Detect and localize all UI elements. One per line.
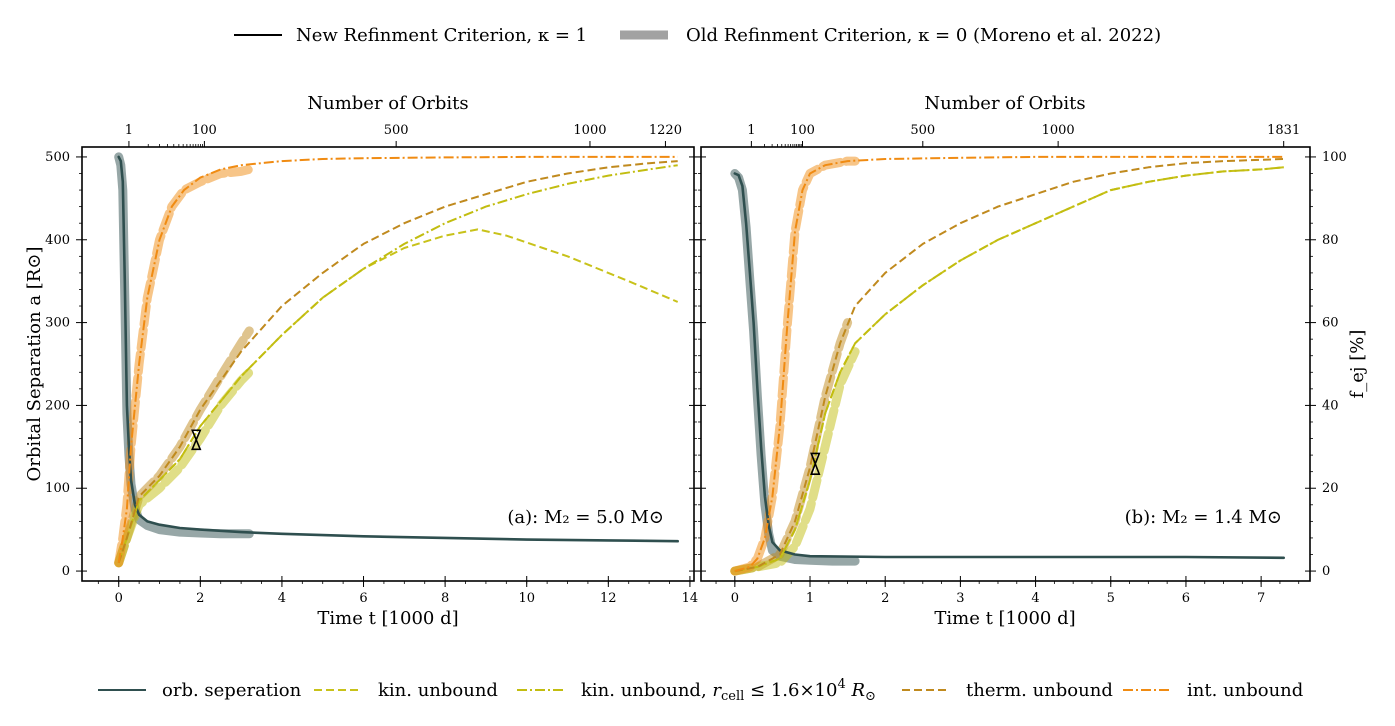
bottom-legend: orb. seperation kin. unbound kin. unboun… [98, 677, 1303, 704]
top-tick-label: 500 [910, 123, 935, 138]
x-tick-label: 0 [115, 591, 123, 606]
x-tick-label: 0 [731, 591, 739, 606]
series-kin-dash [117, 228, 679, 564]
x-tick-label: 10 [518, 591, 535, 606]
legend-kincell-rest: ≤ 1.6×10 [744, 680, 837, 701]
x-tick-label: 12 [600, 591, 617, 606]
panel-b-annotation: (b): M₂ = 1.4 M⊙ [1125, 507, 1282, 528]
top-tick-label: 100 [790, 123, 815, 138]
y-right-tick-label: 0 [1322, 564, 1330, 579]
y-right-tick-label: 80 [1322, 233, 1339, 248]
x-tick-label: 6 [1182, 591, 1190, 606]
left-ylabel: Orbital Separation a [R⊙] [24, 247, 45, 482]
y-left-tick-label: 400 [45, 233, 70, 248]
panel-b: 0 1 2 3 4 5 6 7 1 100 500 1000 1831 0 20 40 60 80 100 Numb… [695, 93, 1368, 629]
top-tick-label: 1000 [573, 123, 606, 138]
panel-a-top-xlabel: Number of Orbits [307, 93, 468, 114]
top-tick-label: 500 [384, 123, 409, 138]
legend-orb-label: orb. seperation [162, 680, 302, 701]
legend-kincell-label: kin. unbound, rcell ≤ 1.6×104 R⊙ [581, 677, 876, 704]
legend-kincell-r: r [712, 680, 722, 701]
legend-kincell-sub: cell [721, 689, 744, 704]
top-tick-label: 100 [192, 123, 217, 138]
panel-a-ticks: 0 2 4 6 8 10 12 14 1 100 500 1000 1220 0 100 200 300 400 5… [45, 123, 700, 606]
x-tick-label: 2 [881, 591, 889, 606]
y-left-tick-label: 200 [45, 398, 70, 413]
x-tick-label: 4 [1031, 591, 1039, 606]
y-right-tick-label: 60 [1322, 316, 1339, 331]
series-int-dashdot [734, 155, 1284, 573]
series-therm-dash [734, 158, 1284, 573]
legend-kincell-prefix: kin. unbound, [581, 680, 712, 701]
x-tick-label: 14 [682, 591, 699, 606]
x-tick-label: 5 [1107, 591, 1115, 606]
legend-int-label: int. unbound [1187, 680, 1303, 701]
y-right-tick-label: 100 [1322, 150, 1347, 165]
panel-a-frame [81, 146, 695, 582]
x-tick-label: 2 [196, 591, 204, 606]
series-kincell-dashdot [734, 166, 1284, 573]
top-tick-label: 1220 [649, 123, 682, 138]
legend-kincell-unit: R [846, 680, 865, 701]
top-tick-label: 1000 [1042, 123, 1075, 138]
x-tick-label: 8 [441, 591, 449, 606]
series-orb-solid [733, 172, 1285, 560]
y-right-tick-label: 20 [1322, 481, 1339, 496]
y-left-tick-label: 100 [45, 481, 70, 496]
series-kincell-dashdot [117, 164, 678, 564]
panel-a-marker [191, 429, 202, 451]
top-legend-new-label: New Refinment Criterion, κ = 1 [296, 25, 587, 46]
panel-a-plot [114, 152, 680, 568]
legend-kincell-sup: 4 [837, 677, 845, 692]
x-tick-label: 1 [806, 591, 814, 606]
panel-b-ticks: 0 1 2 3 4 5 6 7 1 100 500 1000 1831 0 20 40 60 80 100 [695, 123, 1347, 606]
series-therm-dash [117, 160, 678, 564]
panel-a: 0 2 4 6 8 10 12 14 1 100 500 1000 1220 0 100 200 300 400 5… [24, 93, 700, 629]
panel-a-series [114, 152, 680, 568]
top-legend-old-label: Old Refinment Criterion, κ = 0 (Moreno e… [686, 25, 1161, 46]
series-int-dashdot [117, 155, 678, 563]
series-orb-solid [117, 155, 680, 543]
top-tick-label: 1831 [1267, 123, 1300, 138]
panel-b-plot [730, 155, 1285, 576]
panel-b-top-xlabel: Number of Orbits [924, 93, 1085, 114]
panel-b-marker [810, 452, 821, 475]
x-tick-label: 3 [956, 591, 964, 606]
legend-therm-label: therm. unbound [966, 680, 1113, 701]
y-right-tick-label: 40 [1322, 398, 1339, 413]
y-left-tick-label: 300 [45, 316, 70, 331]
top-tick-label: 1 [125, 123, 133, 138]
panel-b-frame [700, 146, 1311, 582]
panel-a-xlabel: Time t [1000 d] [317, 608, 458, 629]
panel-b-xlabel: Time t [1000 d] [934, 608, 1075, 629]
right-ylabel: f_ej [%] [1347, 330, 1368, 399]
top-tick-label: 1 [747, 123, 755, 138]
x-tick-label: 4 [278, 591, 286, 606]
y-left-tick-label: 500 [45, 150, 70, 165]
x-tick-label: 7 [1257, 591, 1265, 606]
panel-b-series [730, 155, 1285, 576]
x-tick-label: 6 [359, 591, 367, 606]
legend-kin-label: kin. unbound [378, 680, 498, 701]
top-legend: New Refinment Criterion, κ = 1 Old Refin… [234, 25, 1161, 46]
legend-kincell-unit-sub: ⊙ [865, 689, 876, 704]
y-left-tick-label: 0 [62, 564, 70, 579]
panel-a-annotation: (a): M₂ = 5.0 M⊙ [507, 507, 664, 528]
